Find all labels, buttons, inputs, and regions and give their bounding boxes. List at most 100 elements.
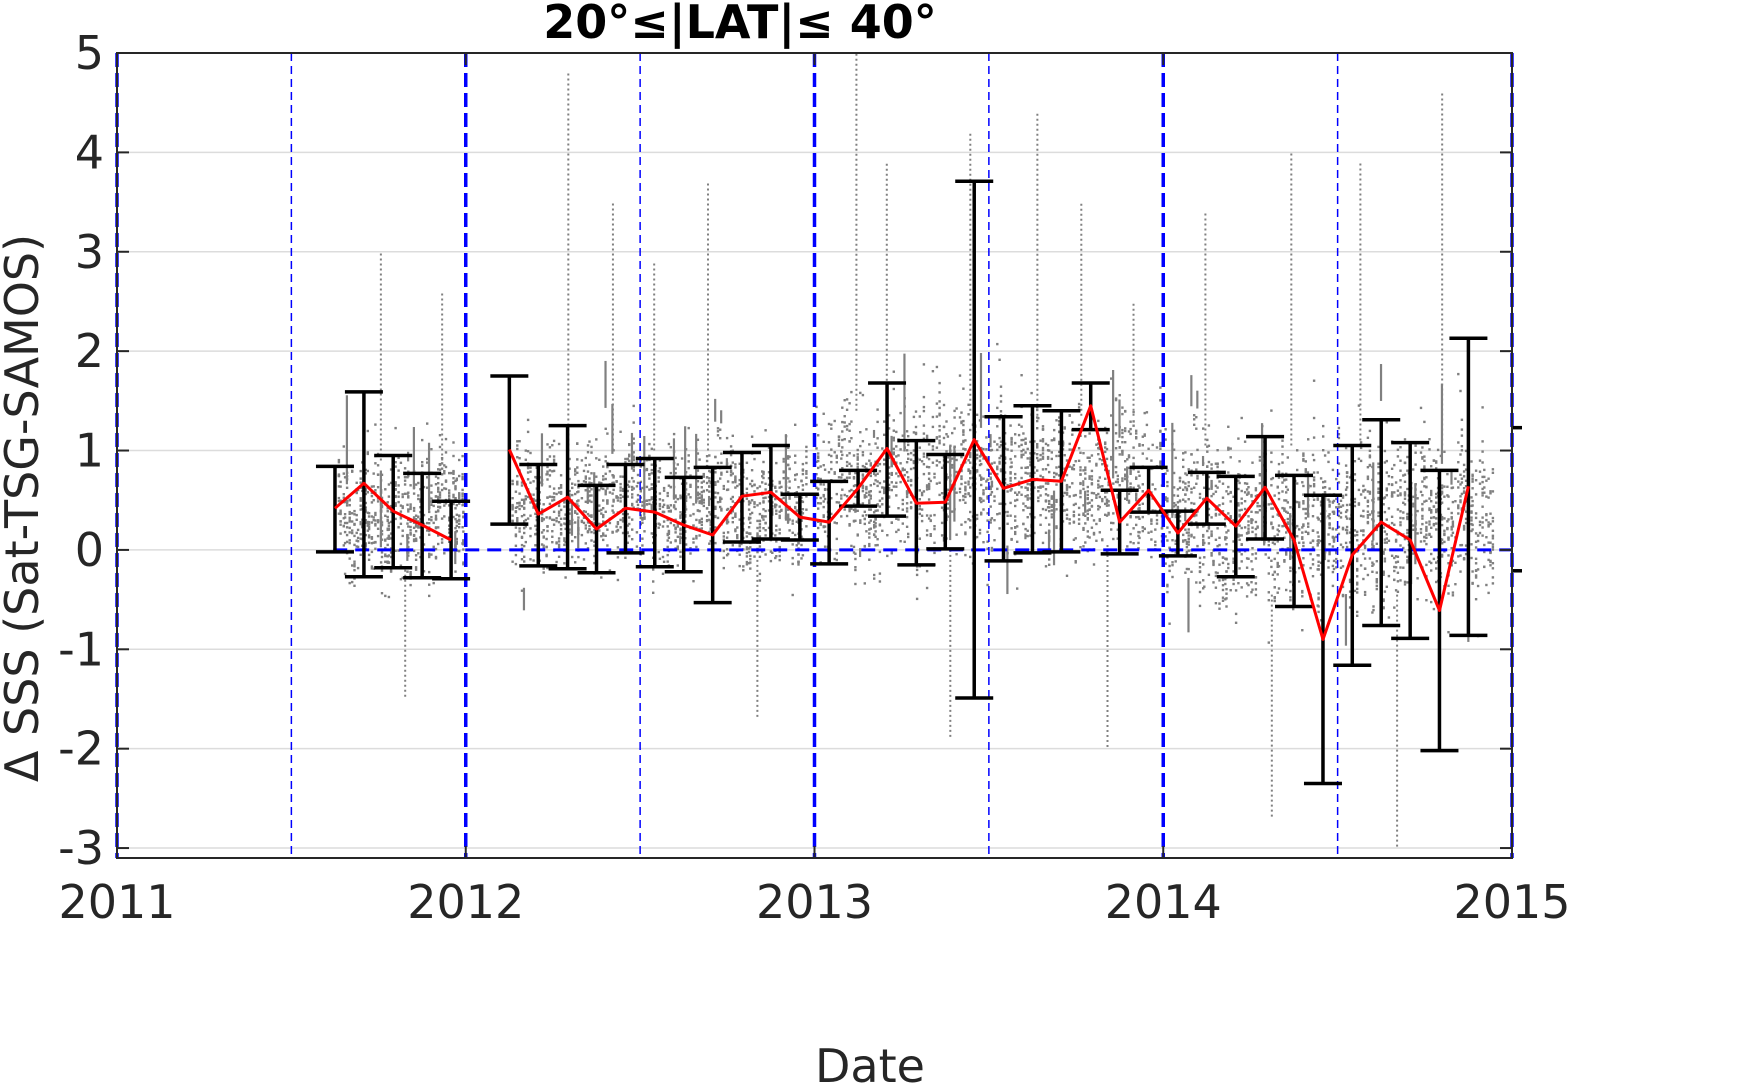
scatter-point bbox=[1377, 511, 1380, 514]
scatter-point bbox=[1105, 498, 1109, 501]
scatter-point bbox=[1312, 458, 1316, 462]
scatter-point bbox=[559, 486, 563, 489]
scatter-point bbox=[873, 482, 876, 486]
scatter-point bbox=[593, 529, 596, 532]
scatter-point bbox=[1371, 611, 1374, 614]
scatter-point bbox=[725, 470, 729, 473]
scatter-point bbox=[1176, 507, 1180, 510]
scatter-point bbox=[1277, 587, 1281, 590]
scatter-point bbox=[1368, 463, 1372, 467]
scatter-point bbox=[929, 519, 932, 522]
scatter-point bbox=[861, 484, 865, 487]
scatter-point bbox=[764, 515, 767, 518]
scatter-point bbox=[722, 549, 725, 553]
scatter-point bbox=[348, 557, 351, 560]
scatter-point bbox=[1159, 399, 1162, 402]
scatter-point bbox=[1090, 499, 1094, 502]
scatter-point bbox=[458, 496, 461, 500]
scatter-point bbox=[1014, 515, 1017, 518]
scatter-point bbox=[1084, 477, 1087, 480]
scatter-point bbox=[448, 528, 451, 531]
scatter-point bbox=[692, 541, 695, 544]
scatter-point bbox=[555, 517, 558, 520]
scatter-point bbox=[1243, 482, 1247, 485]
scatter-point bbox=[409, 529, 412, 532]
scatter-point bbox=[736, 535, 739, 539]
scatter-point bbox=[337, 458, 341, 462]
scatter-point bbox=[426, 486, 429, 489]
scatter-point bbox=[1221, 461, 1225, 464]
scatter-point bbox=[769, 559, 773, 563]
scatter-point bbox=[1171, 561, 1174, 564]
scatter-point bbox=[960, 411, 963, 414]
scatter-point bbox=[1357, 488, 1361, 492]
scatter-point bbox=[1150, 530, 1153, 533]
scatter-point bbox=[1207, 460, 1211, 464]
scatter-point bbox=[414, 568, 418, 571]
scatter-point bbox=[938, 381, 941, 385]
scatter-point bbox=[1077, 406, 1081, 409]
scatter-point bbox=[1396, 560, 1400, 563]
scatter-point bbox=[764, 496, 767, 499]
scatter-point bbox=[1270, 565, 1273, 569]
scatter-point bbox=[1256, 505, 1259, 508]
scatter-point bbox=[771, 551, 774, 554]
scatter-point bbox=[1098, 485, 1101, 488]
scatter-point bbox=[745, 555, 749, 558]
scatter-point bbox=[1029, 506, 1032, 509]
scatter-point bbox=[1017, 445, 1021, 448]
scatter-point bbox=[1206, 438, 1209, 442]
scatter-point bbox=[1251, 553, 1254, 556]
scatter-point bbox=[1187, 498, 1190, 501]
scatter-point bbox=[975, 513, 979, 517]
scatter-point bbox=[1095, 462, 1098, 466]
scatter-point bbox=[555, 520, 558, 523]
scatter-point bbox=[892, 439, 895, 442]
scatter-point bbox=[1098, 505, 1101, 509]
scatter-point bbox=[1129, 487, 1132, 490]
scatter-point bbox=[897, 518, 900, 521]
scatter-point bbox=[355, 491, 358, 495]
scatter-point bbox=[1116, 496, 1119, 499]
scatter-point bbox=[1041, 457, 1045, 460]
scatter-point bbox=[996, 465, 999, 468]
scatter-point bbox=[975, 535, 979, 539]
scatter-point bbox=[1243, 440, 1247, 443]
scatter-point bbox=[903, 540, 906, 543]
scatter-point bbox=[1104, 495, 1107, 499]
scatter-point bbox=[387, 483, 391, 486]
scatter-point bbox=[602, 515, 605, 519]
scatter-point bbox=[1221, 510, 1225, 513]
scatter-point bbox=[372, 499, 375, 502]
scatter-point bbox=[1224, 578, 1227, 581]
scatter-point bbox=[401, 505, 404, 508]
scatter-point bbox=[1341, 526, 1345, 530]
scatter-point bbox=[1178, 515, 1182, 518]
scatter-point bbox=[1277, 497, 1281, 501]
scatter-point bbox=[401, 495, 404, 499]
scatter-point bbox=[422, 570, 426, 573]
scatter-point bbox=[1399, 523, 1402, 527]
scatter-point bbox=[511, 497, 514, 500]
scatter-point bbox=[401, 534, 404, 538]
scatter-point bbox=[684, 543, 688, 546]
scatter-point bbox=[602, 465, 605, 468]
scatter-point bbox=[593, 544, 596, 547]
scatter-point bbox=[998, 445, 1001, 449]
scatter-point bbox=[1065, 488, 1069, 491]
scatter-point bbox=[584, 464, 587, 467]
scatter-point bbox=[722, 538, 725, 541]
scatter-point bbox=[861, 440, 865, 443]
scatter-point bbox=[650, 532, 653, 535]
scatter-point bbox=[935, 402, 939, 405]
scatter-point bbox=[865, 462, 868, 465]
scatter-point bbox=[946, 476, 950, 479]
scatter-point bbox=[588, 524, 591, 528]
scatter-point bbox=[409, 525, 412, 529]
scatter-point bbox=[1328, 503, 1331, 506]
scatter-point bbox=[574, 521, 577, 524]
scatter-point bbox=[389, 510, 393, 514]
scatter-point bbox=[1041, 440, 1045, 443]
scatter-point bbox=[1124, 477, 1127, 481]
scatter-point bbox=[1270, 460, 1273, 464]
